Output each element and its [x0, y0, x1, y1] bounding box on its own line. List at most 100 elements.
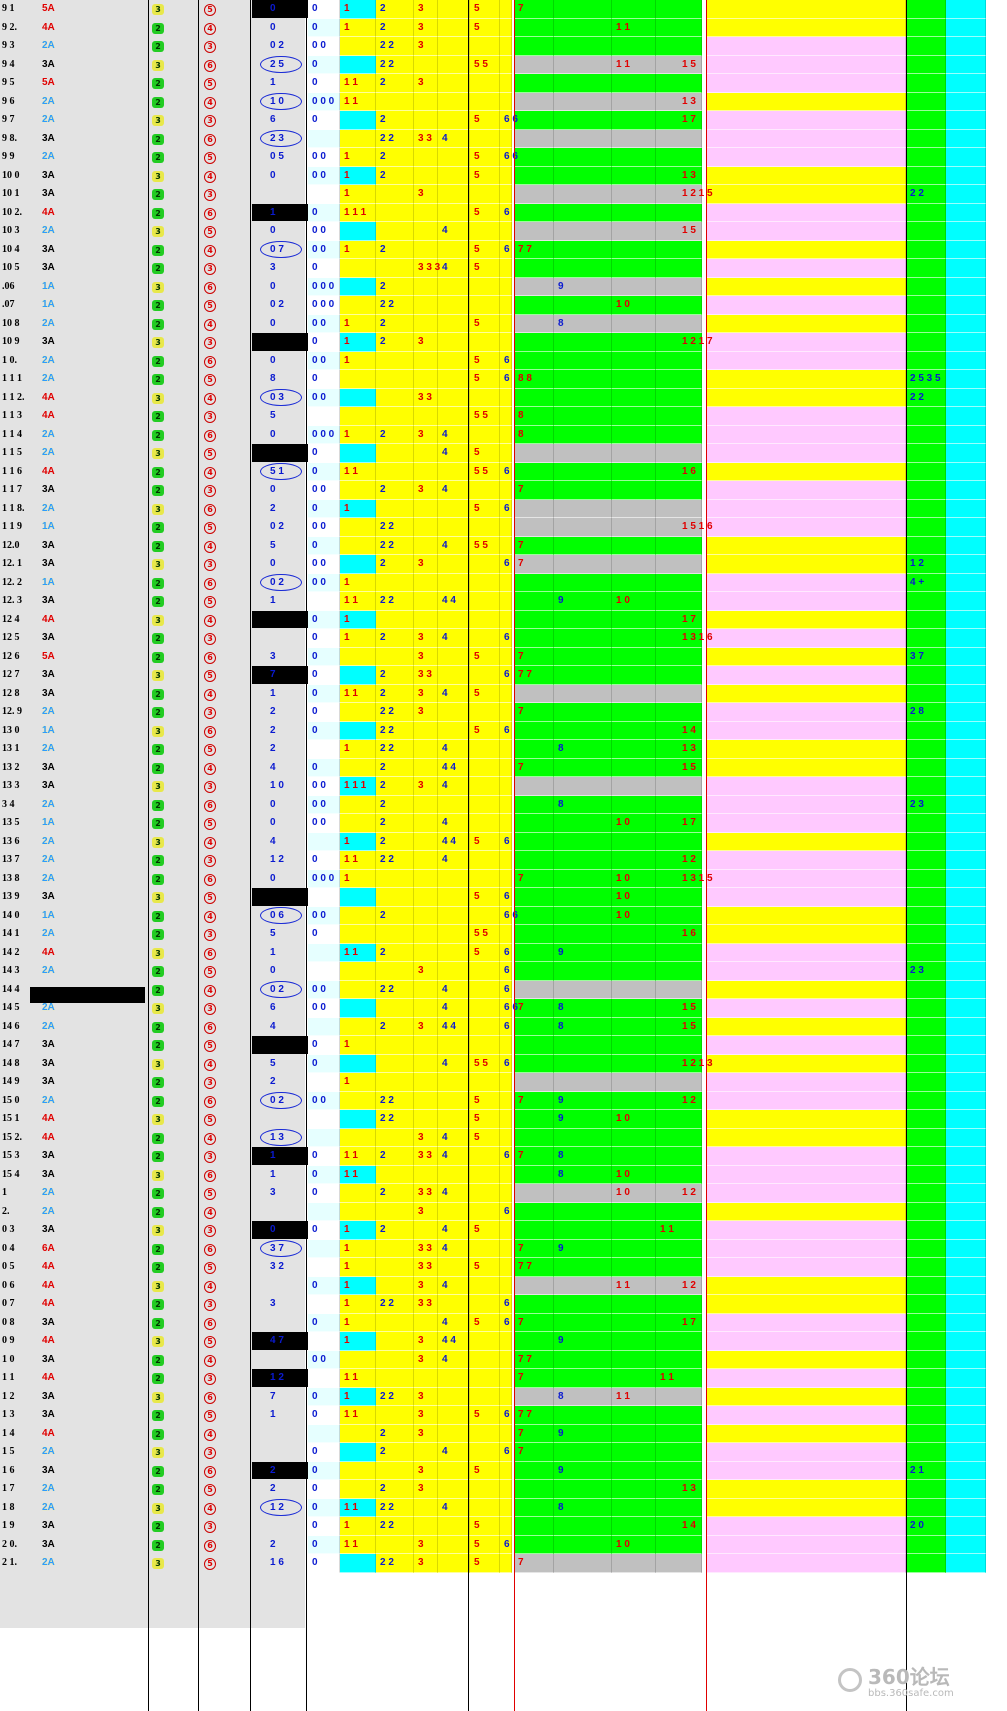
- cell-value: 2 2: [380, 983, 394, 995]
- issue-number: 1 1 9: [2, 521, 22, 532]
- grid-cell-col-14: [946, 980, 986, 999]
- grid-cell-col-9: [612, 425, 656, 444]
- grid-cell-col-4: [438, 703, 470, 722]
- grid-cell-col-2: [376, 1517, 414, 1536]
- grid-cell-col-7: [514, 777, 554, 796]
- grid-cell-col-1: [340, 610, 376, 629]
- cell-value: 8: [558, 1390, 564, 1402]
- grid-cell-col-13: [906, 1387, 946, 1406]
- grid-cell-col-7: [514, 166, 554, 185]
- grid-cell-col-14: [946, 758, 986, 777]
- grid-cell-col-1: [340, 980, 376, 999]
- cell-value: 5: [474, 1261, 480, 1272]
- grid-cell-col-2: [376, 758, 414, 777]
- grid-cell-col-1: [340, 333, 376, 352]
- grid-cell-col-2: [376, 388, 414, 407]
- sum-value: 1A: [42, 299, 55, 310]
- red-glyph-icon: 5: [204, 596, 216, 608]
- grid-cell-col-1: [340, 1535, 376, 1554]
- cell-value: 2 2: [380, 595, 394, 606]
- sum-value: 4A: [42, 1279, 55, 1291]
- green-marker-icon: 2: [152, 966, 164, 977]
- sum-value: 2A: [42, 1205, 55, 1217]
- grid-cell-col-11: [678, 999, 702, 1018]
- grid-cell-col-14: [946, 832, 986, 851]
- grid-cell-col-13: [906, 1535, 946, 1554]
- cell-value: 7: [518, 706, 524, 717]
- red-glyph-icon: 4: [204, 1502, 216, 1515]
- grid-cell-col-5: [470, 999, 500, 1018]
- grid-cell-col-1: [340, 592, 376, 611]
- sum-value: 2A: [42, 1187, 55, 1198]
- grid-cell-col-5: [470, 1350, 500, 1369]
- grid-cell-col-12: [706, 1350, 906, 1369]
- grid-cell-col-14: [946, 499, 986, 518]
- cell-value: 7: [518, 558, 524, 569]
- sum-value: 5A: [42, 3, 55, 14]
- cell-value: 2 2: [380, 706, 394, 717]
- grid-cell-col-3: [414, 1424, 438, 1443]
- grid-cell-col-12: [706, 1498, 906, 1517]
- grid-cell-col-13: [906, 1258, 946, 1277]
- issue-number: 1 2: [2, 1390, 15, 1402]
- grid-cell-col-8: [554, 1313, 612, 1332]
- cell-value: 2: [270, 1483, 276, 1494]
- grid-cell-col-8: [554, 185, 612, 204]
- sum-value: 3A: [42, 1057, 55, 1069]
- cell-value: 0: [312, 706, 318, 717]
- grid-cell-col-6: [500, 92, 512, 111]
- red-glyph-icon: 3: [204, 1077, 216, 1089]
- grid-cell-col-0: [308, 1332, 340, 1351]
- grid-cell-col-5: [470, 758, 500, 777]
- grid-cell-col-3: [414, 499, 438, 518]
- grid-cell-col-0: [308, 1517, 340, 1536]
- grid-cell-col-2: [376, 1054, 414, 1073]
- grid-cell-col-11: [678, 444, 702, 463]
- grid-cell-col-1: [340, 888, 376, 907]
- grid-cell-col-9: [612, 573, 656, 592]
- grid-cell-col-1: [340, 370, 376, 389]
- grid-cell-col-8: [554, 888, 612, 907]
- grid-cell-col-7: [514, 1091, 554, 1110]
- grid-cell-col-6: [500, 1480, 512, 1499]
- sum-value: 2A: [42, 835, 55, 847]
- grid-cell-col-7: [514, 499, 554, 518]
- skip-row-black: [252, 0, 308, 18]
- issue-number: 12. 2: [2, 576, 22, 588]
- grid-cell-col-7: [514, 370, 554, 389]
- grid-cell-col-1: [340, 314, 376, 333]
- grid-cell-col-7: [514, 296, 554, 315]
- cell-value: 0: [312, 206, 318, 218]
- grid-cell-col-4: [438, 444, 470, 463]
- grid-cell-col-6: [500, 851, 512, 870]
- cell-value: 0: [312, 669, 318, 680]
- cell-value: 2 3: [910, 798, 924, 810]
- grid-cell-col-1: [340, 1332, 376, 1351]
- circled-number: [260, 1498, 302, 1516]
- cell-value: 0 0: [312, 798, 326, 810]
- green-marker-icon: 3: [152, 59, 164, 71]
- grid-cell-col-14: [946, 1369, 986, 1388]
- cell-value: 5 5: [474, 539, 488, 551]
- cell-value: 6: [504, 983, 510, 995]
- grid-cell-col-6: [500, 703, 512, 722]
- grid-cell-col-0: [308, 1461, 340, 1480]
- grid-cell-col-6: [500, 1221, 512, 1240]
- grid-cell-col-12: [706, 851, 906, 870]
- grid-cell-col-4: [438, 425, 470, 444]
- grid-cell-col-12: [706, 925, 906, 944]
- grid-cell-col-8: [554, 129, 612, 148]
- grid-cell-col-9: [612, 610, 656, 629]
- cell-value: 4: [442, 632, 448, 643]
- grid-cell-col-8: [554, 1147, 612, 1166]
- grid-cell-col-1: [340, 1221, 376, 1240]
- grid-cell-col-7: [514, 721, 554, 740]
- cell-value: 1 5: [682, 761, 696, 773]
- grid-cell-col-13: [906, 240, 946, 259]
- grid-cell-col-4: [438, 740, 470, 759]
- grid-cell-col-1: [340, 1239, 376, 1258]
- grid-cell-col-8: [554, 259, 612, 278]
- issue-number: 0 7: [2, 1298, 15, 1309]
- issue-number: 15 1: [2, 1113, 20, 1124]
- cell-value: 2: [380, 558, 386, 569]
